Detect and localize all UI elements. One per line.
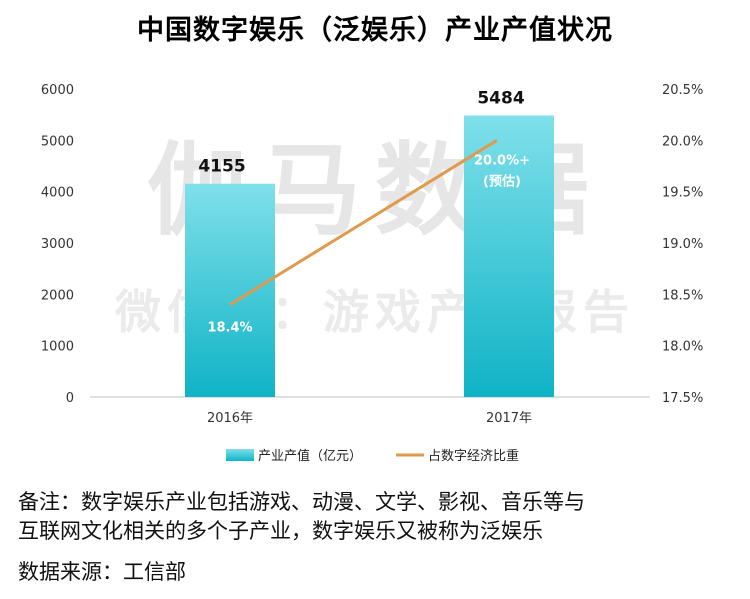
- y-tick-label: 5000: [41, 134, 74, 149]
- y-tick-label: 6000: [41, 83, 74, 98]
- legend-label-bar: 产业产值（亿元）: [258, 448, 362, 464]
- y2-tick-label: 20.5%: [662, 83, 703, 98]
- line-point-note: (预估): [483, 173, 521, 189]
- series-line: [229, 139, 498, 306]
- y-tick-label: 2000: [41, 288, 74, 303]
- legend: 产业产值（亿元） 占数字经济比重: [226, 448, 519, 464]
- line-series: [229, 139, 498, 306]
- y-tick-label: 0: [66, 391, 74, 406]
- source-line: 数据来源：工信部: [18, 560, 186, 584]
- y2-tick-label: 20.0%: [662, 134, 703, 149]
- bars: [185, 115, 554, 397]
- bar: [464, 115, 554, 397]
- data-labels: 4155 5484 18.4% 20.0%+ (预估): [198, 88, 530, 335]
- bar-value-label: 5484: [477, 88, 524, 108]
- legend-swatch-bar: [226, 449, 254, 461]
- legend-label-line: 占数字经济比重: [428, 448, 519, 464]
- x-tick-label: 2017年: [486, 411, 532, 426]
- y2-tick-label: 17.5%: [662, 391, 703, 406]
- y2-tick-label: 19.5%: [662, 186, 703, 201]
- y2-tick-label: 19.0%: [662, 237, 703, 252]
- y-tick-label: 3000: [41, 237, 74, 252]
- y2-tick-label: 18.5%: [662, 288, 703, 303]
- axes: 0 1000 2000 3000 4000 5000 6000 17.5% 18.0% 18.5%…: [41, 83, 703, 426]
- y-tick-label: 4000: [41, 186, 74, 201]
- y2-tick-label: 18.0%: [662, 340, 703, 355]
- bar-value-label: 4155: [198, 157, 245, 177]
- bar: [185, 183, 275, 397]
- y-tick-label: 1000: [41, 340, 74, 355]
- line-point-label: 20.0%+: [474, 153, 530, 168]
- chart-title: 中国数字娱乐（泛娱乐）产业产值状况: [137, 15, 613, 46]
- line-point-label: 18.4%: [207, 321, 252, 336]
- note-line-1: 备注：数字娱乐产业包括游戏、动漫、文学、影视、音乐等与: [18, 490, 585, 514]
- note-line-2: 互联网文化相关的多个子产业，数字娱乐又被称为泛娱乐: [18, 519, 543, 543]
- x-tick-label: 2016年: [207, 411, 253, 426]
